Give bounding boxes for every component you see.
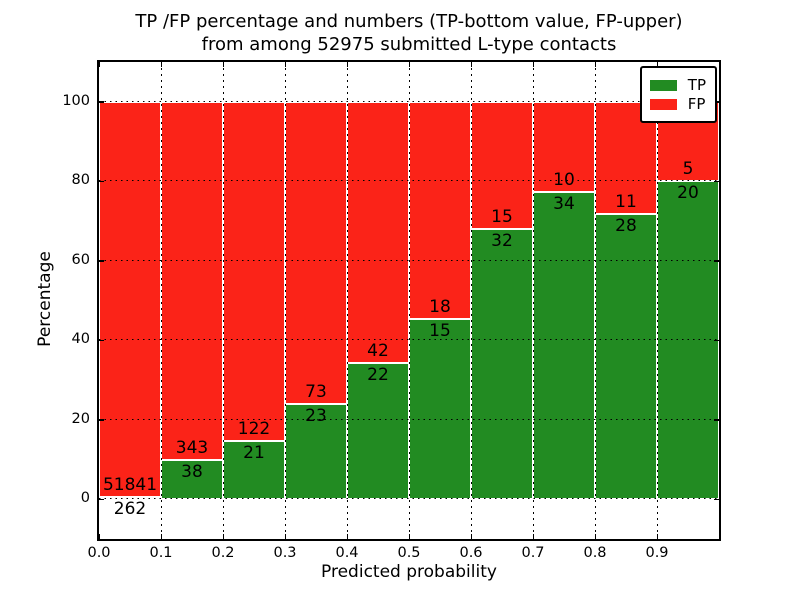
bar-segment-fp (533, 101, 595, 193)
y-tick-label: 20 (71, 410, 90, 427)
x-tick (284, 534, 286, 539)
chart-title: TP /FP percentage and numbers (TP-bottom… (97, 10, 721, 56)
x-tick (346, 62, 348, 67)
bar-segment-fp (161, 101, 223, 460)
chart-title-line1: TP /FP percentage and numbers (TP-bottom… (135, 11, 683, 32)
legend-tp-swatch-icon (649, 79, 677, 91)
x-tick (594, 534, 596, 539)
y-tick-label: 100 (62, 92, 90, 109)
x-tick (408, 534, 410, 539)
y-tick (99, 260, 104, 262)
x-tick (470, 534, 472, 539)
x-tick (532, 62, 534, 67)
x-tick (222, 534, 224, 539)
bar-segment-fp (471, 101, 533, 229)
y-tick (99, 180, 104, 183)
x-tick-label: 0.0 (87, 545, 111, 561)
x-axis-label: Predicted probability (321, 562, 497, 582)
bar-segment-fp (99, 101, 161, 498)
y-tick (99, 498, 104, 501)
y-tick (714, 180, 719, 183)
bar-segment-fp (223, 101, 285, 441)
x-tick-label: 0.5 (397, 545, 421, 561)
x-tick (346, 534, 348, 539)
chart-title-line2: from among 52975 submitted L-type contac… (201, 34, 617, 55)
x-tick (160, 62, 162, 67)
bar-segment-fp (347, 101, 409, 363)
bar-segment-tp (657, 181, 719, 500)
y-tick-label: 60 (71, 251, 90, 268)
x-tick (98, 534, 100, 539)
x-tick (408, 62, 410, 67)
y-tick-label: 80 (71, 172, 90, 189)
y-tick (714, 260, 719, 262)
y-tick-label: 40 (71, 331, 90, 348)
x-tick (594, 62, 596, 67)
x-tick-label: 0.7 (521, 545, 545, 561)
x-tick-label: 0.2 (211, 545, 235, 561)
y-tick (99, 419, 104, 421)
y-tick (714, 419, 719, 421)
legend: TP FP (639, 66, 717, 123)
x-tick-label: 0.9 (645, 545, 669, 561)
x-tick (656, 534, 658, 539)
bar-segment-tp (409, 318, 471, 500)
bar-segment-tp (595, 213, 657, 500)
plot-area: TP FP 51841 262 343 38 122 21 73 23 42 22 18 15 15 32… (97, 60, 721, 541)
x-tick (532, 534, 534, 539)
bar-segment-tp (99, 497, 161, 500)
x-tick-label: 0.8 (583, 545, 607, 561)
x-tick-label: 0.4 (335, 545, 359, 561)
y-tick (99, 339, 104, 342)
bar-segment-tp (285, 404, 347, 500)
legend-fp-swatch-icon (649, 98, 677, 110)
x-tick (284, 62, 286, 67)
y-tick (99, 101, 104, 103)
bar-segment-tp (347, 362, 409, 500)
x-tick (98, 62, 100, 67)
bar-segment-tp (533, 192, 595, 500)
y-tick (714, 339, 719, 342)
x-tick-label: 0.3 (273, 545, 297, 561)
bar-segment-fp (409, 101, 471, 319)
legend-item-fp: FP (649, 95, 706, 113)
x-tick-label: 0.6 (459, 545, 483, 561)
x-tick (470, 62, 472, 67)
x-tick-label: 0.1 (149, 545, 173, 561)
x-tick (222, 62, 224, 67)
legend-fp-label: FP (687, 95, 706, 113)
legend-tp-label: TP (687, 76, 706, 94)
bar-segment-tp (161, 459, 223, 500)
x-tick (160, 534, 162, 539)
bar-segment-tp (223, 440, 285, 500)
bar-segment-tp (471, 228, 533, 500)
tp-count-label: 262 (113, 499, 147, 520)
bar-segment-fp (285, 101, 347, 405)
legend-item-tp: TP (649, 76, 706, 94)
y-tick-label: 0 (80, 490, 90, 507)
y-tick (714, 498, 719, 501)
